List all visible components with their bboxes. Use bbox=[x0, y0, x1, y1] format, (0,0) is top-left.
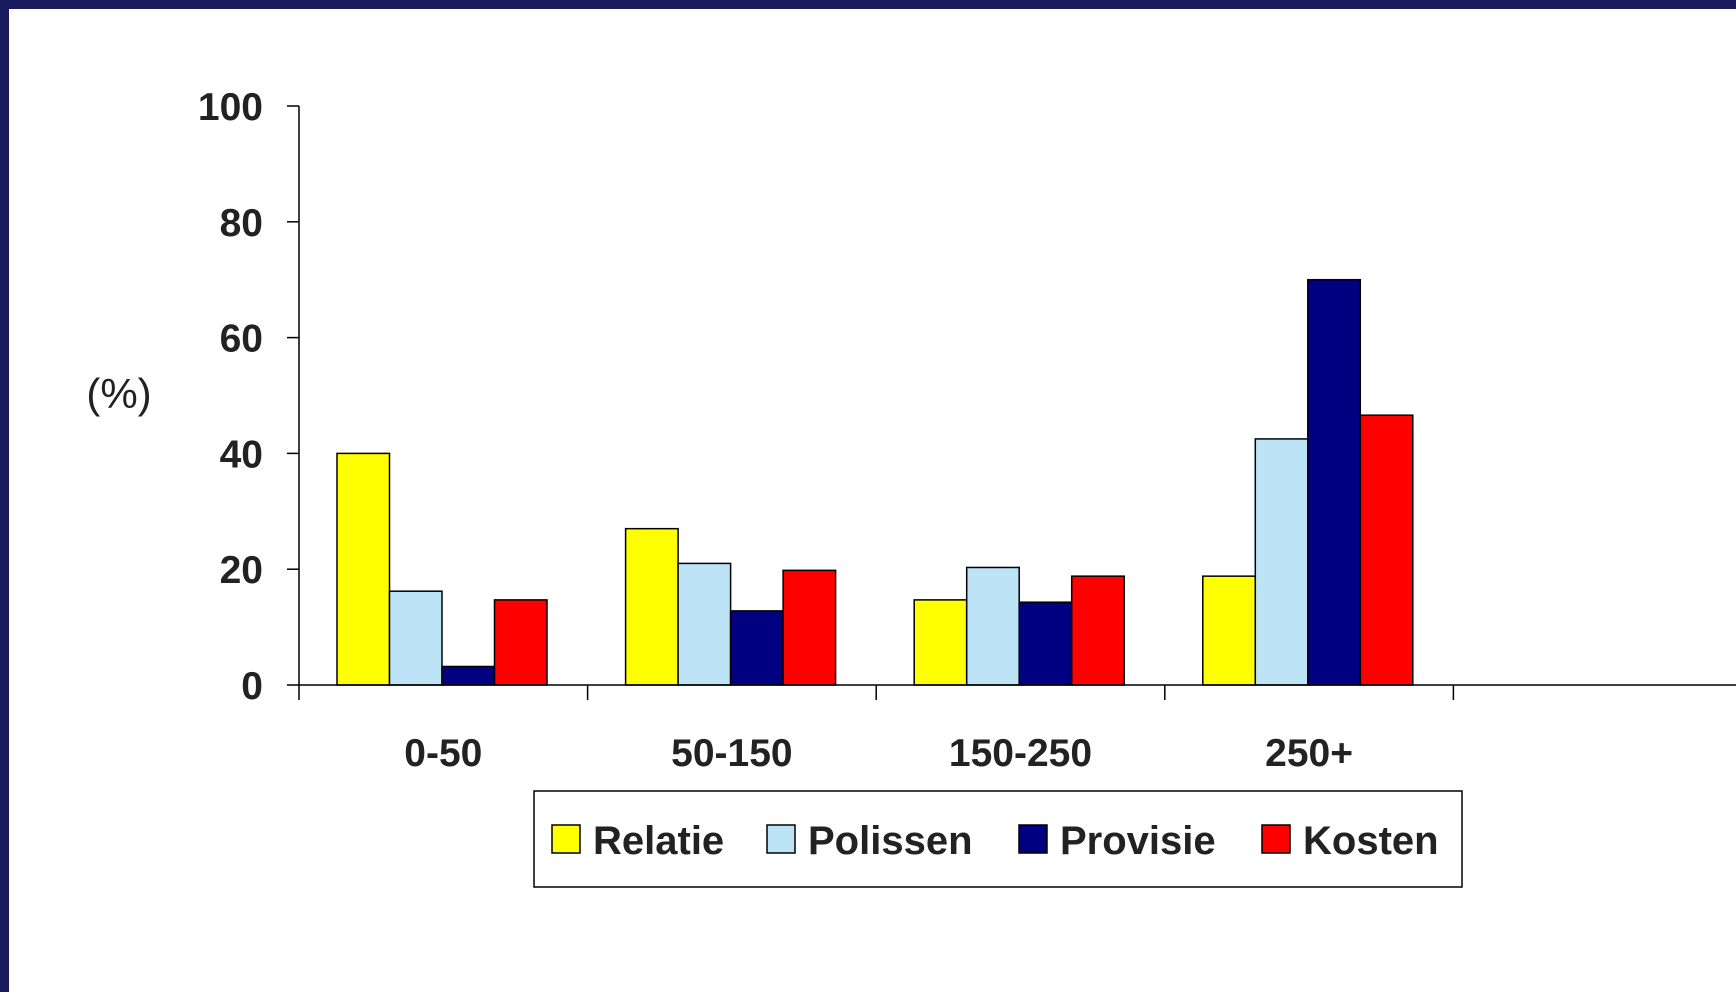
bar-relatie bbox=[913, 599, 968, 686]
y-tick-label: 0 bbox=[241, 665, 263, 708]
legend-label-provisie: Provisie bbox=[1060, 819, 1216, 863]
legend-swatch-polissen bbox=[766, 824, 796, 854]
x-tick-label: 50-150 bbox=[671, 732, 792, 775]
legend-box bbox=[533, 790, 1463, 888]
bar-kosten bbox=[493, 599, 548, 686]
y-tick-label: 20 bbox=[220, 549, 263, 592]
bar-provisie bbox=[441, 665, 496, 686]
x-tick-label: 250+ bbox=[1265, 732, 1353, 775]
legend-swatch-kosten bbox=[1261, 824, 1291, 854]
bar-kosten bbox=[1070, 575, 1125, 686]
y-tick-label: 80 bbox=[220, 202, 263, 245]
bar-kosten bbox=[1359, 414, 1414, 686]
legend: Relatie Polissen Provisie Kosten bbox=[533, 790, 1463, 888]
y-tick-label: 60 bbox=[220, 318, 263, 361]
x-tick-label: 150-250 bbox=[949, 732, 1092, 775]
bar-chart: 0 20 40 60 80 100 (%) 0-50 50-150 150-250 250+ R… bbox=[86, 86, 1736, 888]
legend-label-relatie: Relatie bbox=[593, 819, 724, 863]
bar-provisie bbox=[1307, 278, 1362, 686]
bar-polissen bbox=[677, 562, 732, 686]
y-tick-labels: 0 20 40 60 80 100 bbox=[198, 86, 263, 708]
legend-label-polissen: Polissen bbox=[808, 819, 973, 863]
bars bbox=[336, 278, 1414, 686]
legend-swatch-provisie bbox=[1018, 824, 1048, 854]
bar-relatie bbox=[624, 527, 679, 686]
bar-polissen bbox=[1254, 438, 1309, 686]
bar-relatie bbox=[1202, 575, 1257, 686]
legend-label-kosten: Kosten bbox=[1303, 819, 1439, 863]
axes bbox=[287, 105, 1736, 700]
bar-provisie bbox=[729, 610, 784, 686]
y-tick-label: 100 bbox=[198, 86, 263, 129]
bar-relatie bbox=[336, 452, 391, 686]
legend-swatch-relatie bbox=[551, 824, 581, 854]
x-tick-labels: 0-50 50-150 150-250 250+ bbox=[404, 732, 1353, 775]
bar-provisie bbox=[1018, 601, 1073, 686]
x-tick-label: 0-50 bbox=[404, 732, 482, 775]
bar-kosten bbox=[782, 569, 837, 686]
y-tick-label: 40 bbox=[220, 433, 263, 476]
bar-polissen bbox=[388, 590, 443, 686]
bar-polissen bbox=[965, 566, 1020, 686]
y-axis-label: (%) bbox=[86, 370, 151, 417]
